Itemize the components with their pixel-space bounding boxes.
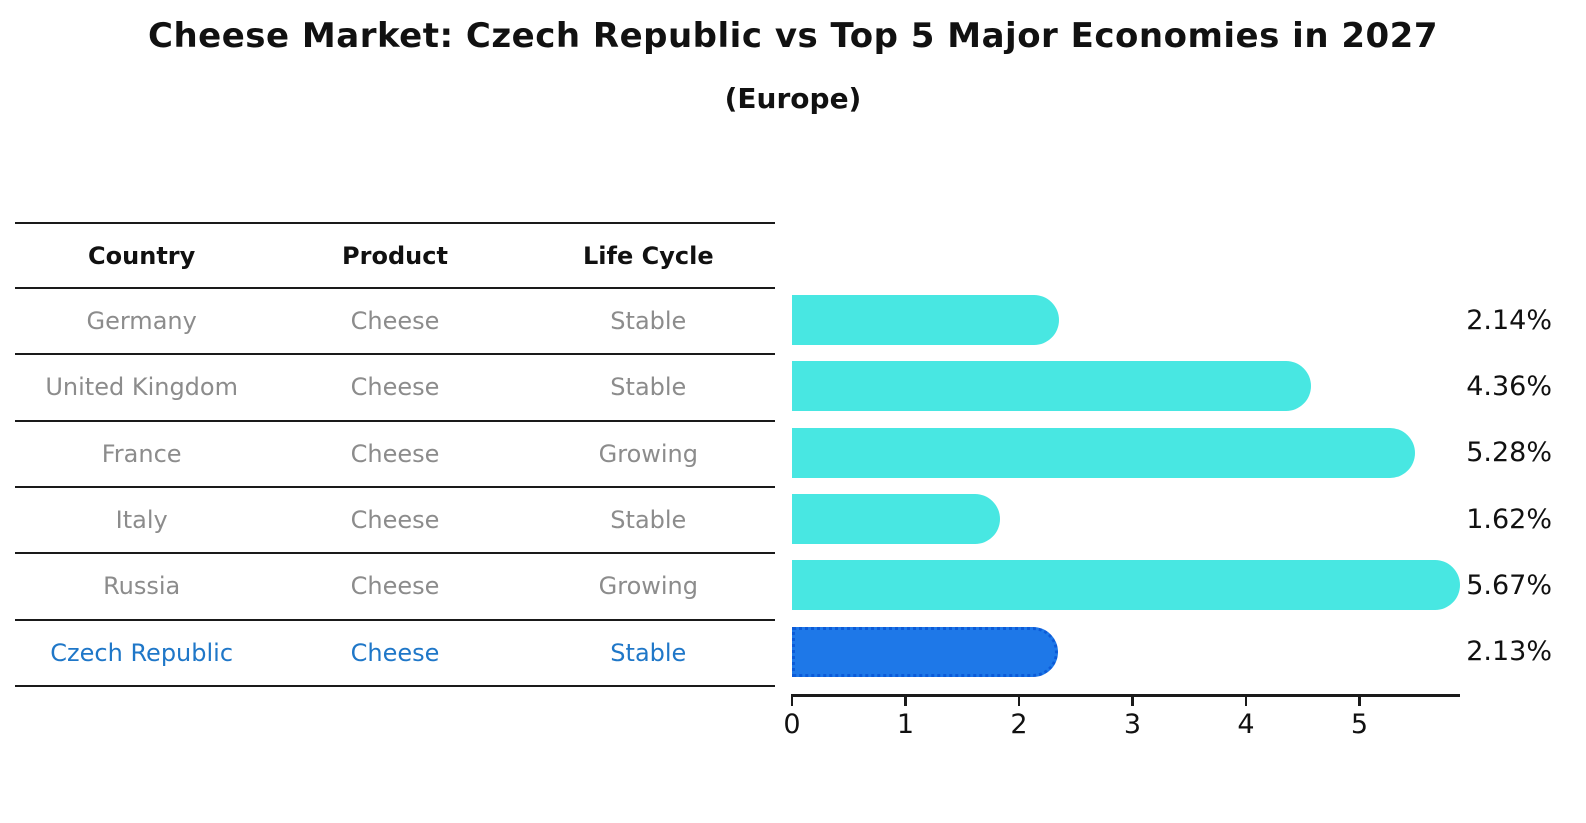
table-row: Russia Cheese Growing	[15, 554, 775, 621]
bar	[792, 560, 1460, 611]
cell-lifecycle: Growing	[598, 572, 698, 601]
cell-country: Germany	[86, 307, 197, 336]
table-header-row: Country Product Life Cycle	[15, 224, 775, 289]
cell-lifecycle: Growing	[598, 439, 698, 468]
x-axis-line	[792, 694, 1460, 697]
value-label: 1.62%	[1466, 503, 1552, 535]
cell-lifecycle: Stable	[610, 373, 687, 402]
x-tick-label: 4	[1237, 709, 1255, 740]
cell-country: Italy	[115, 506, 168, 535]
bar	[792, 295, 1059, 346]
x-tick	[790, 694, 794, 706]
cell-product: Cheese	[350, 439, 440, 468]
chart-subtitle: (Europe)	[724, 82, 862, 115]
table-row: Czech Republic Cheese Stable	[15, 621, 775, 687]
x-tick	[904, 694, 907, 706]
value-label: 2.13%	[1466, 636, 1552, 668]
bar	[792, 361, 1311, 412]
cell-country: Russia	[103, 572, 181, 601]
value-label: 5.28%	[1466, 437, 1552, 469]
x-tick-label: 0	[783, 709, 801, 740]
x-tick	[1358, 694, 1361, 706]
cell-country: Czech Republic	[50, 638, 234, 667]
cell-product: Cheese	[350, 572, 440, 601]
value-label: 2.14%	[1466, 304, 1552, 336]
column-header-country: Country	[88, 241, 196, 270]
country-table: Country Product Life Cycle Germany Cheese…	[15, 222, 775, 687]
table-body: Germany Cheese Stable United Kingdom Cheese S…	[15, 289, 775, 687]
bar-highlight	[792, 626, 1058, 677]
cell-country: United Kingdom	[45, 373, 238, 402]
chart-title: Cheese Market: Czech Republic vs Top 5 M…	[148, 16, 1438, 56]
cell-lifecycle: Stable	[610, 506, 687, 535]
cell-product: Cheese	[350, 373, 440, 402]
x-tick	[1131, 694, 1134, 706]
x-tick-label: 1	[896, 709, 915, 740]
cell-country: France	[101, 439, 182, 468]
value-label: 4.36%	[1466, 370, 1552, 402]
table-row: Germany Cheese Stable	[15, 289, 775, 356]
value-label: 5.67%	[1466, 569, 1552, 601]
x-tick-label: 2	[1010, 709, 1028, 740]
bar	[792, 494, 1000, 545]
x-tick-label: 5	[1350, 709, 1369, 740]
cell-lifecycle: Stable	[610, 307, 687, 336]
cell-product: Cheese	[350, 638, 440, 667]
x-tick-label: 3	[1123, 709, 1142, 740]
cell-product: Cheese	[350, 307, 440, 336]
table-row: United Kingdom Cheese Stable	[15, 355, 775, 422]
table-row: Italy Cheese Stable	[15, 488, 775, 555]
cell-product: Cheese	[350, 506, 440, 535]
table-row: France Cheese Growing	[15, 422, 775, 488]
x-tick	[1017, 694, 1021, 706]
x-tick	[1244, 694, 1248, 706]
cell-lifecycle: Stable	[610, 638, 687, 667]
column-header-lifecycle: Life Cycle	[583, 241, 714, 270]
bar	[792, 427, 1416, 478]
column-header-product: Product	[342, 241, 448, 270]
